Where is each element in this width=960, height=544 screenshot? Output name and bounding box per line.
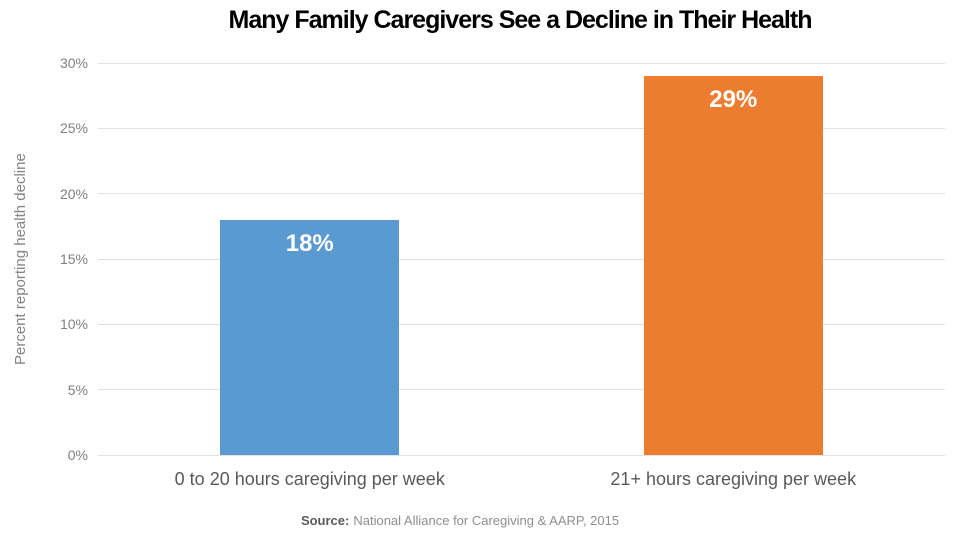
plot-area: 18% 29% — [98, 62, 945, 456]
y-tick-label: 30% — [59, 55, 88, 71]
gridline — [98, 258, 945, 260]
chart-title: Many Family Caregivers See a Decline in … — [228, 6, 813, 34]
y-tick-label: 20% — [59, 185, 88, 202]
source-note: Source: National Alliance for Caregiving … — [0, 513, 920, 528]
y-tick-label: 5% — [67, 381, 88, 398]
gridline — [98, 389, 945, 391]
bar-value-label: 29% — [709, 86, 758, 114]
source-label: Source: — [300, 513, 350, 528]
source-text: National Alliance for Caregiving & AARP,… — [353, 513, 620, 528]
y-axis-ticks: 0% 5% 10% 15% 20% 25% 30% — [0, 55, 88, 463]
y-tick-label: 0% — [67, 447, 88, 463]
bar-value-label: 18% — [285, 229, 334, 257]
bar-2: 29% — [643, 76, 823, 455]
gridline — [98, 323, 945, 325]
gridline — [98, 127, 945, 129]
x-axis-labels: 0 to 20 hours caregiving per week 21+ hou… — [98, 469, 945, 495]
y-tick-label: 25% — [59, 120, 88, 137]
y-tick-label: 15% — [59, 251, 88, 267]
gridline — [98, 454, 945, 456]
gridline — [98, 62, 945, 64]
bar-1: 18% — [220, 219, 400, 455]
x-category-label: 0 to 20 hours caregiving per week — [174, 469, 445, 489]
y-tick-label: 10% — [59, 316, 88, 333]
gridline — [98, 193, 945, 195]
x-category-label: 21+ hours caregiving per week — [610, 469, 857, 489]
